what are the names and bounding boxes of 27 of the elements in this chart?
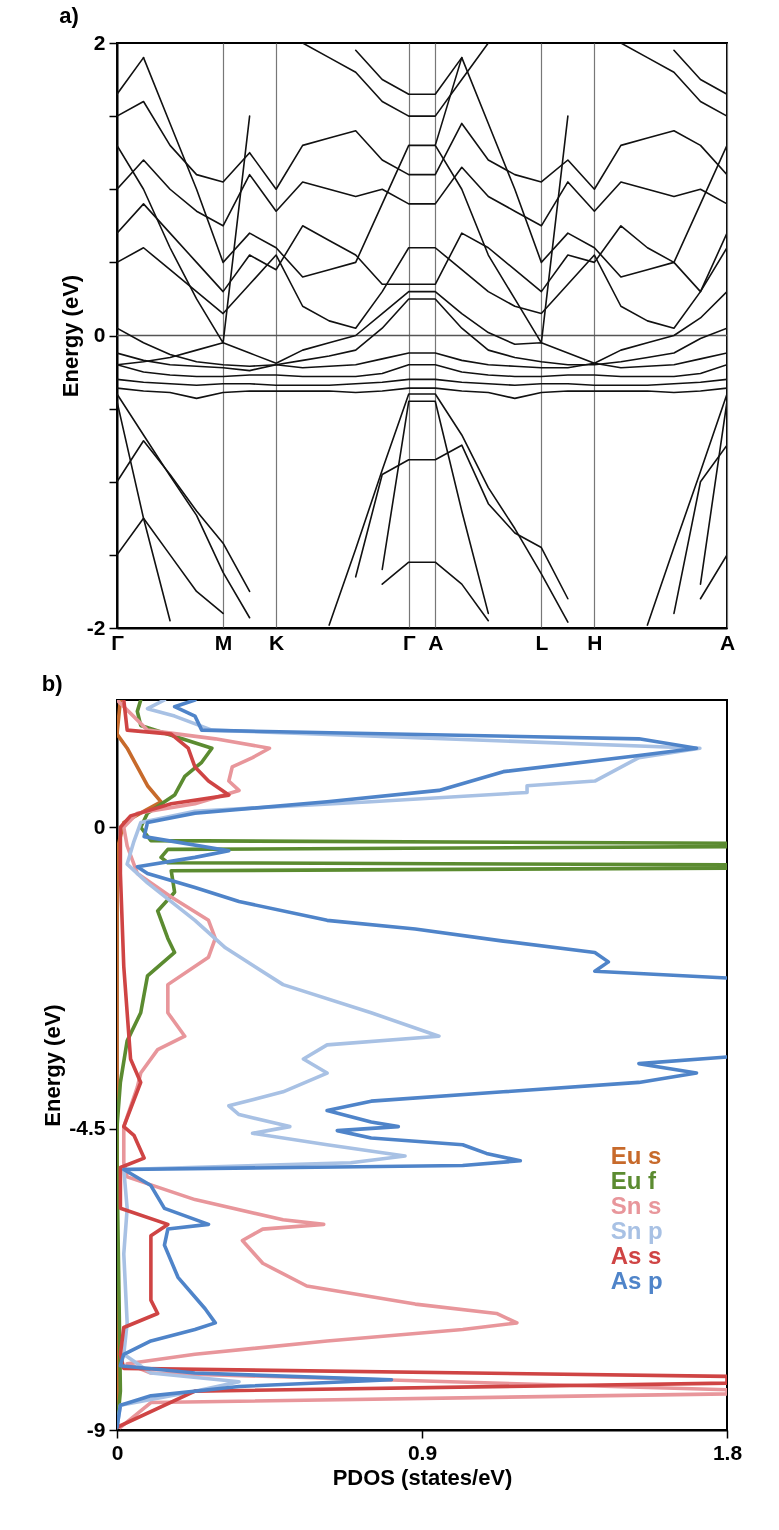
x-tick-label: L — [535, 630, 549, 654]
x-tick-label: Γ — [111, 630, 125, 654]
chart-title: a) — [59, 3, 79, 28]
text: Eu f — [610, 1167, 658, 1195]
x-tick-label: 1.8 — [712, 1440, 743, 1464]
text: Sn s — [610, 1192, 662, 1220]
x-tick-label: A — [428, 630, 444, 654]
x-tick-label: 0.9 — [407, 1440, 438, 1464]
x-tick-label: K — [269, 630, 285, 654]
x-tick-label: A — [719, 630, 736, 654]
y-tick-label: 2 — [93, 30, 106, 54]
chart-title: b) — [41, 671, 63, 696]
y-tick-label: 0 — [93, 814, 106, 838]
y-tick-label: -2 — [86, 615, 106, 639]
x-tick-label: Γ — [402, 630, 416, 654]
text: Eu s — [610, 1142, 662, 1170]
y-tick-label: -4.5 — [69, 1116, 106, 1140]
text: As p — [610, 1267, 663, 1295]
x-tick-label: H — [587, 630, 603, 654]
x-tick-label: M — [214, 630, 233, 654]
y-tick-label: -9 — [86, 1417, 106, 1441]
x-axis-title: PDOS (states/eV) — [332, 1464, 513, 1490]
y-axis-title: Energy (eV) — [57, 274, 83, 398]
text: Sn p — [610, 1217, 663, 1245]
y-tick-label: 0 — [93, 323, 106, 346]
y-axis-title: Energy (eV) — [40, 1004, 66, 1127]
x-tick-label: 0 — [111, 1440, 124, 1464]
